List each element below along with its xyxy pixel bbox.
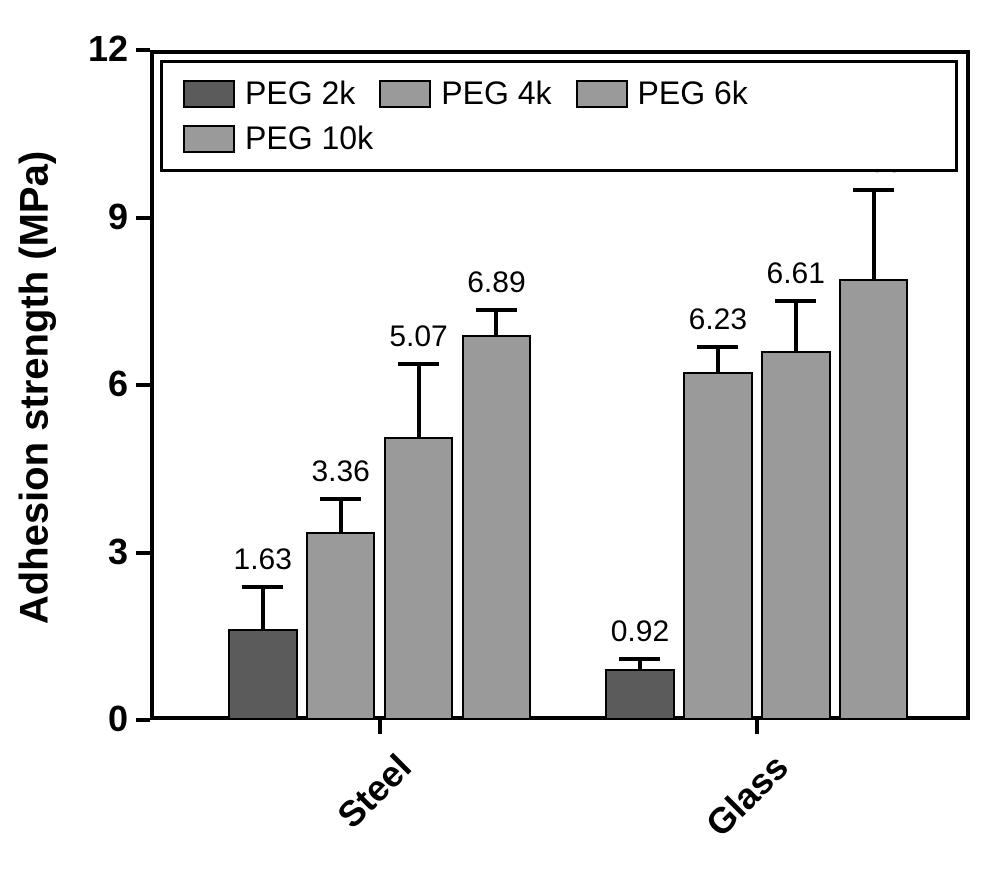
y-tick-label: 3: [58, 531, 128, 573]
bar: [462, 335, 532, 720]
y-tick-label: 6: [58, 363, 128, 405]
error-bar: [339, 499, 343, 533]
x-category-label: Glass: [647, 746, 797, 896]
error-bar: [494, 310, 498, 335]
bar-value-label: 6.23: [663, 303, 773, 337]
legend-swatch: [183, 80, 235, 108]
error-cap: [476, 308, 517, 312]
error-cap: [853, 188, 894, 192]
y-tick-label: 9: [58, 196, 128, 238]
legend-item: PEG 6k: [576, 75, 748, 112]
y-tick: [136, 551, 150, 555]
legend: PEG 2k PEG 4k PEG 6k PEG 10k: [160, 60, 958, 172]
legend-swatch: [576, 80, 628, 108]
bar-value-label: 6.89: [442, 266, 552, 300]
bar: [384, 437, 454, 720]
x-tick: [755, 720, 759, 734]
y-tick: [136, 216, 150, 220]
error-bar: [261, 587, 265, 629]
bar: [306, 532, 376, 720]
error-bar: [872, 190, 876, 279]
legend-swatch: [183, 125, 235, 153]
legend-row: PEG 2k PEG 4k PEG 6k: [183, 75, 935, 112]
bar: [605, 669, 675, 720]
legend-row: PEG 10k: [183, 120, 935, 157]
bar: [228, 629, 298, 720]
error-cap: [242, 585, 283, 589]
bar: [683, 372, 753, 720]
y-tick: [136, 718, 150, 722]
error-bar: [716, 347, 720, 372]
y-tick-label: 12: [58, 28, 128, 70]
error-cap: [775, 299, 816, 303]
error-bar: [794, 301, 798, 351]
x-tick: [378, 720, 382, 734]
bar-value-label: 0.92: [585, 615, 695, 649]
legend-item: PEG 10k: [183, 120, 373, 157]
legend-label: PEG 4k: [441, 75, 551, 112]
x-category-label: Steel: [269, 746, 419, 896]
y-tick-label: 0: [58, 698, 128, 740]
bar-value-label: 5.07: [364, 320, 474, 354]
legend-item: PEG 2k: [183, 75, 355, 112]
error-cap: [398, 362, 439, 366]
y-axis-label: Adhesion strength (MPa): [13, 53, 58, 723]
bar-value-label: 1.63: [208, 543, 318, 577]
bar: [839, 279, 909, 720]
error-bar: [417, 364, 421, 437]
bar-value-label: 3.36: [286, 455, 396, 489]
bar: [761, 351, 831, 720]
legend-swatch: [379, 80, 431, 108]
y-tick: [136, 383, 150, 387]
legend-item: PEG 4k: [379, 75, 551, 112]
legend-label: PEG 6k: [638, 75, 748, 112]
error-cap: [619, 657, 660, 661]
error-cap: [697, 345, 738, 349]
adhesion-bar-chart: Adhesion strength (MPa) 0 3 6 9 12 1.63 3.36 5…: [0, 0, 1000, 865]
bar-value-label: 6.61: [741, 257, 851, 291]
legend-label: PEG 2k: [245, 75, 355, 112]
legend-label: PEG 10k: [245, 120, 373, 157]
y-tick: [136, 48, 150, 52]
error-cap: [320, 497, 361, 501]
